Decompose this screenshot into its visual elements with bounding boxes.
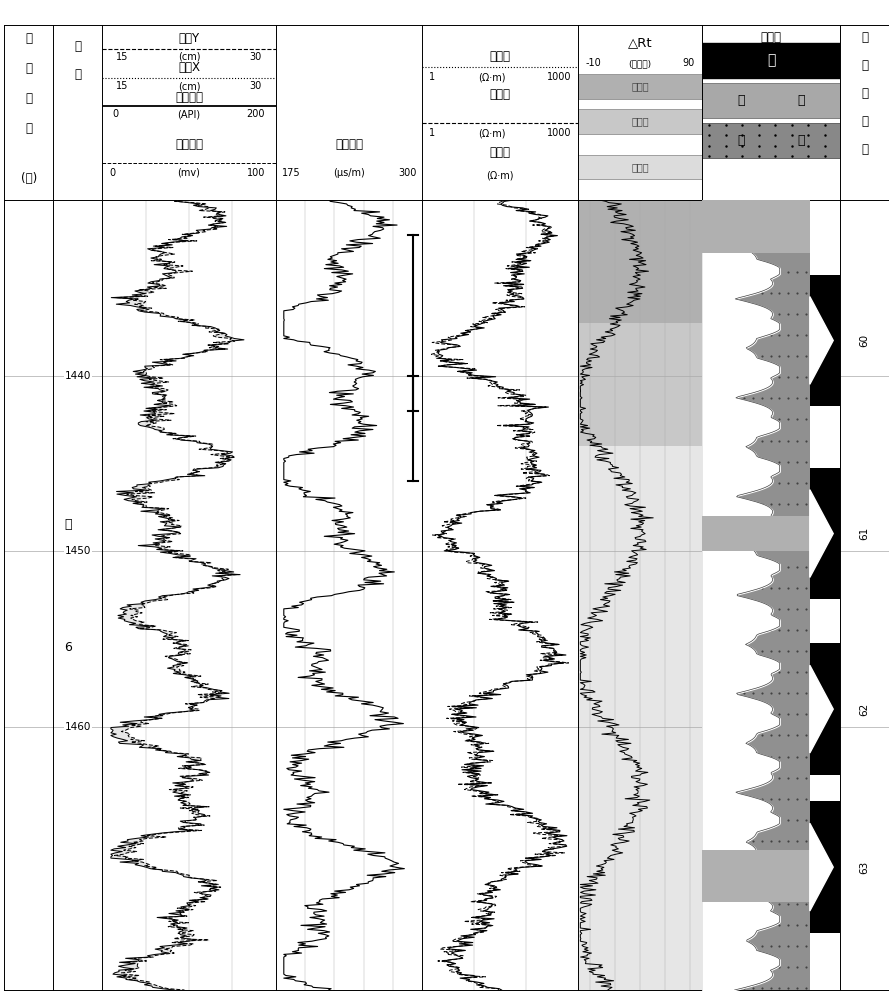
Text: 新: 新	[861, 31, 868, 44]
Bar	[810, 643, 840, 775]
Text: 度: 度	[75, 68, 81, 81]
Text: 自然伽马: 自然伽马	[175, 91, 203, 104]
Text: (欧姆米): (欧姆米)	[629, 59, 652, 68]
Text: 中感应: 中感应	[490, 89, 510, 102]
Text: 61: 61	[860, 527, 869, 540]
Polygon shape	[810, 665, 833, 753]
Bar	[702, 850, 810, 902]
Text: 15: 15	[116, 51, 129, 62]
Text: 弱水淤: 弱水淤	[631, 162, 649, 172]
Text: 岩: 岩	[797, 134, 805, 147]
Text: (Ω·m): (Ω·m)	[486, 170, 514, 180]
Text: (μs/m): (μs/m)	[333, 168, 364, 178]
Text: 30: 30	[250, 51, 261, 62]
Bar	[810, 801, 840, 933]
Bar	[810, 468, 840, 599]
Text: (API): (API)	[177, 109, 201, 119]
Text: 木: 木	[64, 518, 72, 531]
Bar	[702, 83, 840, 118]
Bar	[578, 109, 702, 133]
Bar	[702, 123, 840, 158]
Bar	[815, 858, 829, 876]
Text: 深感应: 深感应	[490, 146, 510, 159]
Bar	[702, 200, 810, 253]
Text: 200: 200	[246, 109, 265, 119]
Bar	[702, 42, 840, 78]
Bar	[815, 332, 829, 349]
Text: 0: 0	[113, 109, 119, 119]
Text: 63: 63	[860, 860, 869, 874]
Text: 62: 62	[860, 702, 869, 716]
Text: (米): (米)	[20, 172, 37, 186]
Text: 质: 质	[26, 62, 32, 75]
Text: 1460: 1460	[65, 722, 91, 732]
Bar	[810, 275, 840, 406]
Text: 60: 60	[860, 334, 869, 347]
Text: 15: 15	[116, 81, 129, 91]
Text: △Rt: △Rt	[628, 36, 653, 49]
Bar	[578, 154, 702, 179]
Bar	[815, 525, 829, 542]
Polygon shape	[810, 823, 833, 911]
Bar	[578, 200, 702, 990]
Text: 煎: 煎	[767, 53, 775, 67]
Text: 自然电位: 自然电位	[175, 137, 203, 150]
Text: 1000: 1000	[547, 73, 572, 83]
Text: 1: 1	[428, 73, 435, 83]
Text: 300: 300	[398, 168, 416, 178]
Text: 结: 结	[861, 115, 868, 128]
Bar	[815, 700, 829, 718]
Text: -10: -10	[585, 58, 601, 68]
Text: 中水淤: 中水淤	[631, 116, 649, 126]
Text: 深: 深	[75, 39, 81, 52]
Text: 1000: 1000	[547, 128, 572, 138]
Text: 井径Y: 井径Y	[179, 32, 199, 45]
Text: 岩: 岩	[797, 94, 805, 107]
Text: (Ω·m): (Ω·m)	[478, 73, 506, 83]
Bar	[578, 200, 702, 323]
Text: 0: 0	[109, 168, 116, 178]
Bar	[702, 200, 810, 990]
Text: 论: 论	[861, 143, 868, 156]
Polygon shape	[810, 490, 833, 577]
Text: 砂: 砂	[737, 134, 745, 147]
Text: 1440: 1440	[65, 371, 91, 381]
Text: (cm): (cm)	[178, 51, 200, 62]
Text: 30: 30	[250, 81, 261, 91]
Text: 175: 175	[282, 168, 300, 178]
Text: 90: 90	[683, 58, 695, 68]
Text: 1: 1	[428, 128, 435, 138]
Text: 强水淤: 强水淤	[631, 81, 649, 91]
Text: (Ω·m): (Ω·m)	[478, 128, 506, 138]
Bar	[578, 74, 702, 99]
Text: 1450: 1450	[65, 546, 91, 556]
Text: 100: 100	[247, 168, 265, 178]
Text: 分: 分	[26, 92, 32, 105]
Polygon shape	[810, 297, 833, 384]
Text: 孔隙度: 孔隙度	[761, 31, 781, 44]
Bar	[702, 516, 810, 551]
Text: 地: 地	[26, 32, 32, 45]
Text: 释: 释	[861, 87, 868, 100]
Text: 泥: 泥	[737, 94, 745, 107]
Text: 井径X: 井径X	[178, 61, 200, 74]
Text: (mv): (mv)	[178, 168, 200, 178]
Text: 解: 解	[861, 59, 868, 72]
Bar	[578, 323, 702, 446]
Text: 八侧向: 八侧向	[490, 50, 510, 63]
Text: (cm): (cm)	[178, 81, 200, 91]
Text: 6: 6	[64, 641, 72, 654]
Text: 声波时差: 声波时差	[335, 137, 363, 150]
Text: 层: 层	[26, 122, 32, 135]
